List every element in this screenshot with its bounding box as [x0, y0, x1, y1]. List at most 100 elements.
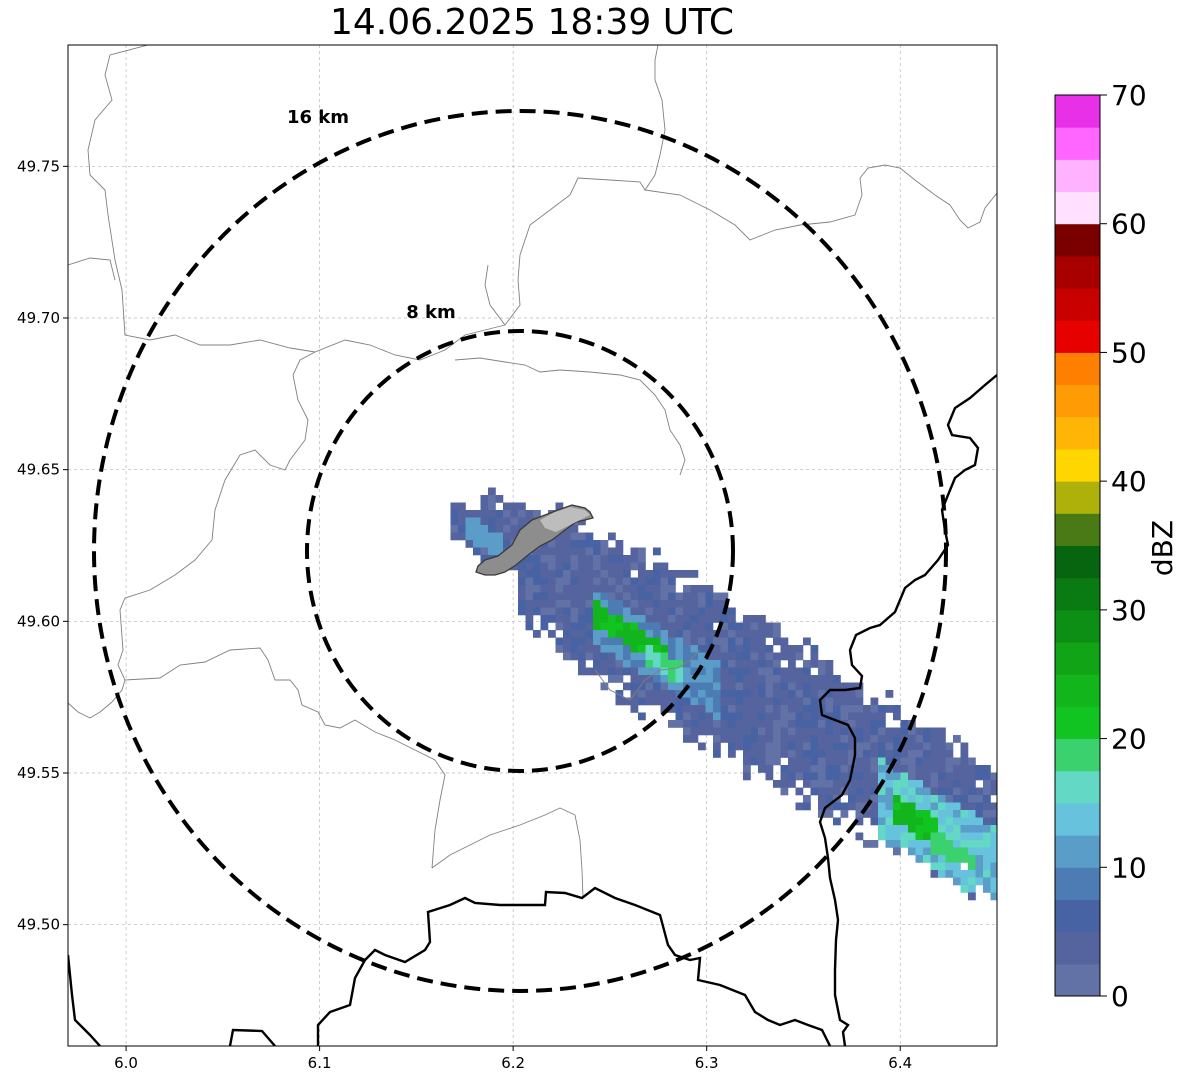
radar-cell [765, 712, 774, 721]
radar-cell [795, 765, 804, 773]
radar-cell [818, 787, 826, 796]
radar-cell [780, 652, 789, 661]
radar-cell [825, 742, 834, 751]
radar-cell [645, 637, 654, 646]
radar-cell [585, 607, 594, 616]
radar-cell [653, 615, 661, 623]
radar-cell [870, 772, 879, 781]
radar-cell [533, 510, 541, 518]
radar-cell [675, 607, 684, 616]
radar-cell [750, 615, 759, 623]
radar-cell [765, 622, 774, 631]
radar-cell [555, 637, 564, 646]
radar-cell [540, 555, 549, 563]
radar-cell [480, 517, 489, 526]
radar-cell [563, 585, 571, 593]
radar-cell [705, 712, 714, 721]
radar-cell [938, 810, 946, 818]
radar-cell [653, 630, 661, 638]
radar-cell [578, 600, 586, 608]
radar-cell [773, 727, 781, 736]
radar-cell [780, 720, 789, 728]
radar-cell [930, 855, 939, 863]
radar-cell [810, 727, 819, 736]
radar-cell [960, 787, 969, 796]
radar-cell [600, 622, 609, 631]
radar-cell [765, 652, 774, 661]
radar-cell [908, 810, 916, 818]
radar-cell [735, 705, 744, 713]
radar-cell [728, 705, 736, 713]
radar-cell [870, 735, 879, 743]
radar-cell [518, 570, 526, 578]
radar-cell [518, 592, 526, 601]
radar-cell [540, 547, 549, 556]
radar-cell [818, 697, 826, 706]
radar-cell [743, 660, 751, 668]
radar-cell [705, 630, 714, 638]
radar-cell [765, 630, 774, 638]
radar-cell [638, 660, 646, 668]
radar-cell [713, 615, 721, 623]
radar-cell [930, 862, 939, 871]
radar-cell [848, 742, 856, 751]
radar-cell [840, 810, 849, 818]
radar-cell [570, 532, 579, 541]
radar-cell [653, 547, 661, 556]
radar-cell [555, 555, 564, 563]
radar-cell [638, 690, 646, 698]
radar-cell [780, 697, 789, 706]
radar-cell [863, 720, 871, 728]
radar-cell [615, 592, 624, 601]
radar-cell [630, 622, 639, 631]
radar-cell [548, 600, 556, 608]
radar-cell [975, 772, 984, 781]
radar-cell [885, 727, 894, 736]
radar-cell [960, 795, 969, 803]
radar-cell [480, 502, 489, 511]
radar-cell [548, 570, 556, 578]
radar-cell [578, 592, 586, 601]
radar-cell [968, 787, 976, 796]
radar-cell [683, 660, 691, 668]
radar-cell [960, 780, 969, 788]
radar-cell [683, 607, 691, 616]
radar-cell [660, 697, 669, 706]
admin-boundaries [68, 45, 997, 899]
radar-cell [818, 690, 826, 698]
radar-cell [600, 547, 609, 556]
radar-cell [863, 757, 871, 766]
radar-cell [900, 765, 909, 773]
radar-cell [990, 772, 997, 781]
radar-cell [533, 562, 541, 571]
radar-cell [563, 547, 571, 556]
radar-cell [645, 570, 654, 578]
radar-cell [885, 795, 894, 803]
radar-cell [668, 697, 676, 706]
radar-cell [488, 517, 496, 526]
radar-cell [675, 682, 684, 691]
radar-cell [600, 592, 609, 601]
radar-cell [735, 652, 744, 661]
radar-cell [840, 735, 849, 743]
radar-cell [945, 795, 954, 803]
radar-cell [480, 495, 489, 503]
radar-cell [885, 787, 894, 796]
radar-cell [930, 825, 939, 833]
radar-cell [690, 637, 699, 646]
colorbar-swatch [1055, 802, 1100, 836]
radar-cell [945, 765, 954, 773]
radar-cell [645, 592, 654, 601]
radar-cell [878, 712, 886, 721]
radar-cell [795, 750, 804, 758]
radar-cell [803, 682, 811, 691]
radar-cell [690, 615, 699, 623]
radar-cell [570, 540, 579, 548]
radar-cell [788, 772, 796, 781]
radar-cell [953, 870, 961, 878]
radar-cell [570, 630, 579, 638]
radar-cell [653, 637, 661, 646]
radar-cell [578, 570, 586, 578]
radar-cell [638, 577, 646, 586]
radar-cell [885, 757, 894, 766]
